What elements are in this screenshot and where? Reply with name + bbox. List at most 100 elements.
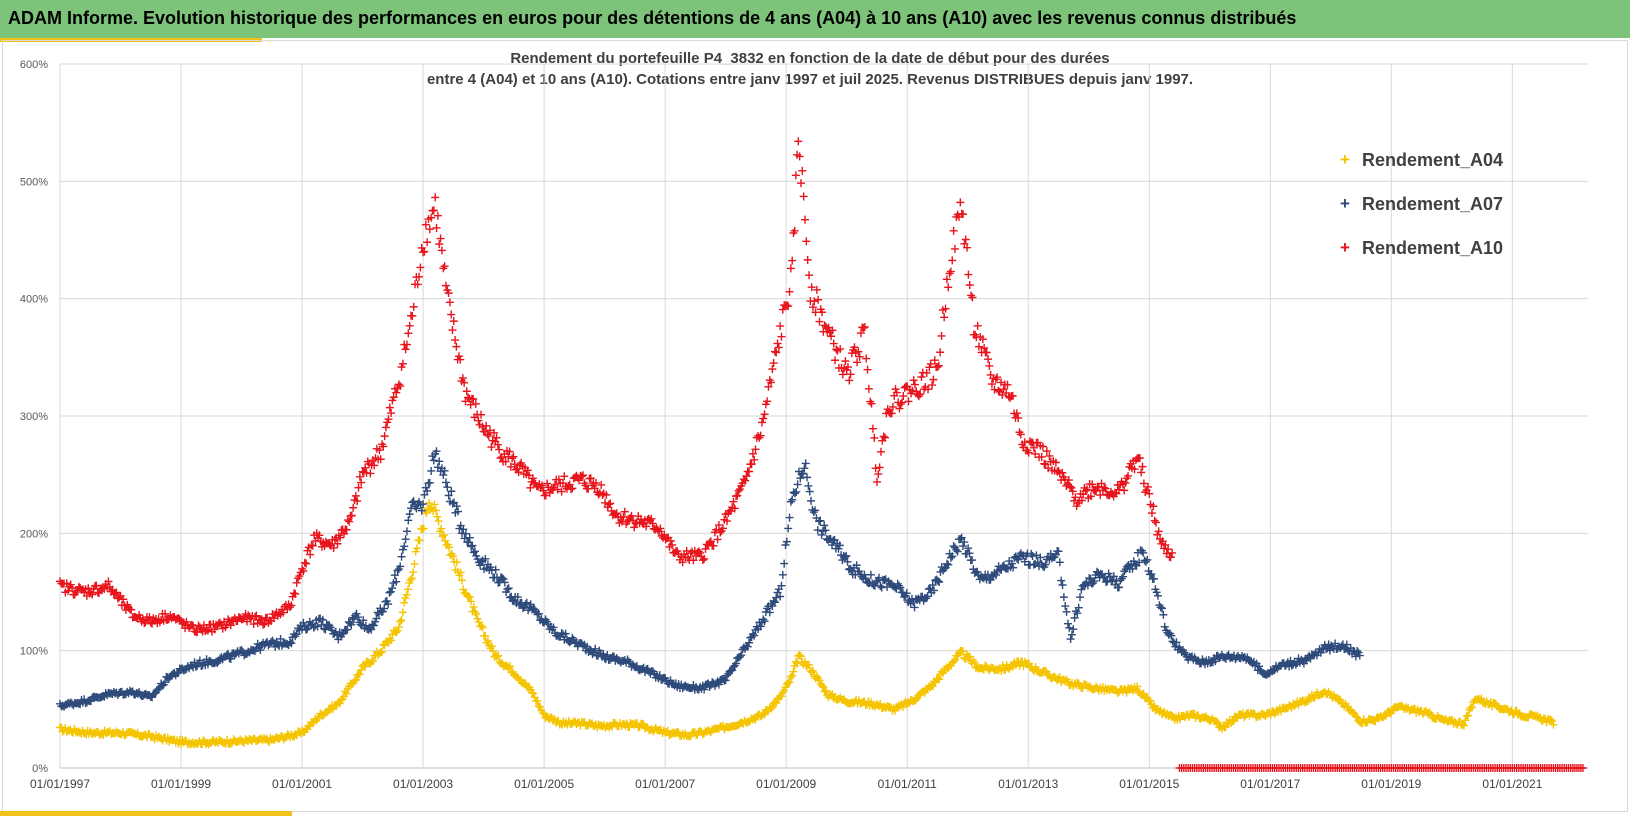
- data-point: [940, 313, 949, 322]
- data-point: [990, 385, 999, 394]
- data-point: [588, 650, 597, 659]
- data-point: [694, 547, 703, 556]
- data-point: [656, 524, 665, 533]
- chart-title: Rendement du portefeuille P4_3832 en fon…: [300, 48, 1320, 90]
- data-point: [780, 559, 789, 568]
- data-point: [745, 467, 754, 476]
- data-point: [429, 206, 438, 215]
- data-point: [648, 519, 657, 528]
- data-point: [441, 478, 450, 487]
- data-point: [722, 517, 731, 526]
- data-point: [1117, 574, 1126, 583]
- data-point: [953, 547, 962, 556]
- data-point: [213, 659, 222, 668]
- data-point: [1102, 578, 1111, 587]
- data-point: [368, 656, 377, 665]
- data-point: [950, 656, 959, 665]
- data-point: [431, 193, 440, 202]
- data-point: [1168, 548, 1177, 557]
- data-point: [94, 589, 103, 598]
- data-point: [772, 699, 781, 708]
- data-point: [347, 511, 356, 520]
- data-point: [808, 303, 817, 312]
- data-point: [831, 356, 840, 365]
- data-point: [287, 601, 296, 610]
- data-point: [788, 671, 797, 680]
- data-point: [472, 609, 481, 618]
- data-point: [565, 638, 574, 647]
- data-point: [1108, 576, 1117, 585]
- data-point: [343, 625, 352, 634]
- data-point: [874, 470, 883, 479]
- data-point: [1041, 560, 1050, 569]
- data-point: [301, 625, 310, 634]
- data-point: [175, 615, 184, 624]
- data-point: [370, 461, 379, 470]
- data-point: [928, 381, 937, 390]
- data-point: [522, 598, 531, 607]
- data-point: [804, 481, 813, 490]
- data-point: [1016, 430, 1025, 439]
- data-point: [505, 447, 514, 456]
- y-tick-label: 600%: [20, 59, 48, 71]
- data-point: [791, 171, 800, 180]
- data-point: [345, 517, 354, 526]
- data-point: [956, 198, 965, 207]
- data-point: [994, 386, 1003, 395]
- data-point: [361, 662, 370, 671]
- data-point: [1138, 462, 1147, 471]
- data-point: [119, 595, 128, 604]
- data-point: [438, 532, 447, 541]
- data-point: [778, 305, 787, 314]
- data-point: [533, 610, 542, 619]
- data-point: [1066, 635, 1075, 644]
- data-point: [1159, 610, 1168, 619]
- data-point: [709, 541, 718, 550]
- data-point: [400, 542, 409, 551]
- data-point: [591, 478, 600, 487]
- data-point: [763, 397, 772, 406]
- data-point: [477, 621, 486, 630]
- data-point: [1166, 553, 1175, 562]
- data-point: [782, 537, 791, 546]
- data-point: [866, 397, 875, 406]
- data-point: [127, 605, 136, 614]
- data-point: [1144, 696, 1153, 705]
- data-point: [868, 424, 877, 433]
- data-point: [430, 500, 439, 509]
- data-point: [415, 536, 424, 545]
- data-point: [820, 521, 829, 530]
- data-point: [866, 570, 875, 579]
- data-point: [392, 388, 401, 397]
- data-point: [174, 669, 183, 678]
- data-point: [432, 447, 441, 456]
- data-point: [967, 291, 976, 300]
- data-point: [948, 552, 957, 561]
- data-point: [439, 471, 448, 480]
- data-point: [945, 269, 954, 278]
- data-point: [1139, 548, 1148, 557]
- data-point: [1143, 482, 1152, 491]
- data-point: [811, 506, 820, 515]
- data-point: [250, 612, 259, 621]
- data-point: [624, 657, 633, 666]
- x-tick-label: 01/01/2009: [756, 777, 816, 791]
- data-point: [1062, 607, 1071, 616]
- data-point: [801, 459, 810, 468]
- data-point: [355, 670, 364, 679]
- data-point: [292, 578, 301, 587]
- data-point: [534, 609, 543, 618]
- data-point: [933, 674, 942, 683]
- data-point: [929, 375, 938, 384]
- data-point: [526, 600, 535, 609]
- data-point: [1085, 574, 1094, 583]
- data-point: [68, 584, 77, 593]
- data-point: [393, 566, 402, 575]
- data-point: [1161, 540, 1170, 549]
- data-point: [444, 289, 453, 298]
- data-point: [1058, 468, 1067, 477]
- data-point: [1067, 630, 1076, 639]
- data-point: [1036, 553, 1045, 562]
- data-point: [400, 598, 409, 607]
- data-point: [1119, 572, 1128, 581]
